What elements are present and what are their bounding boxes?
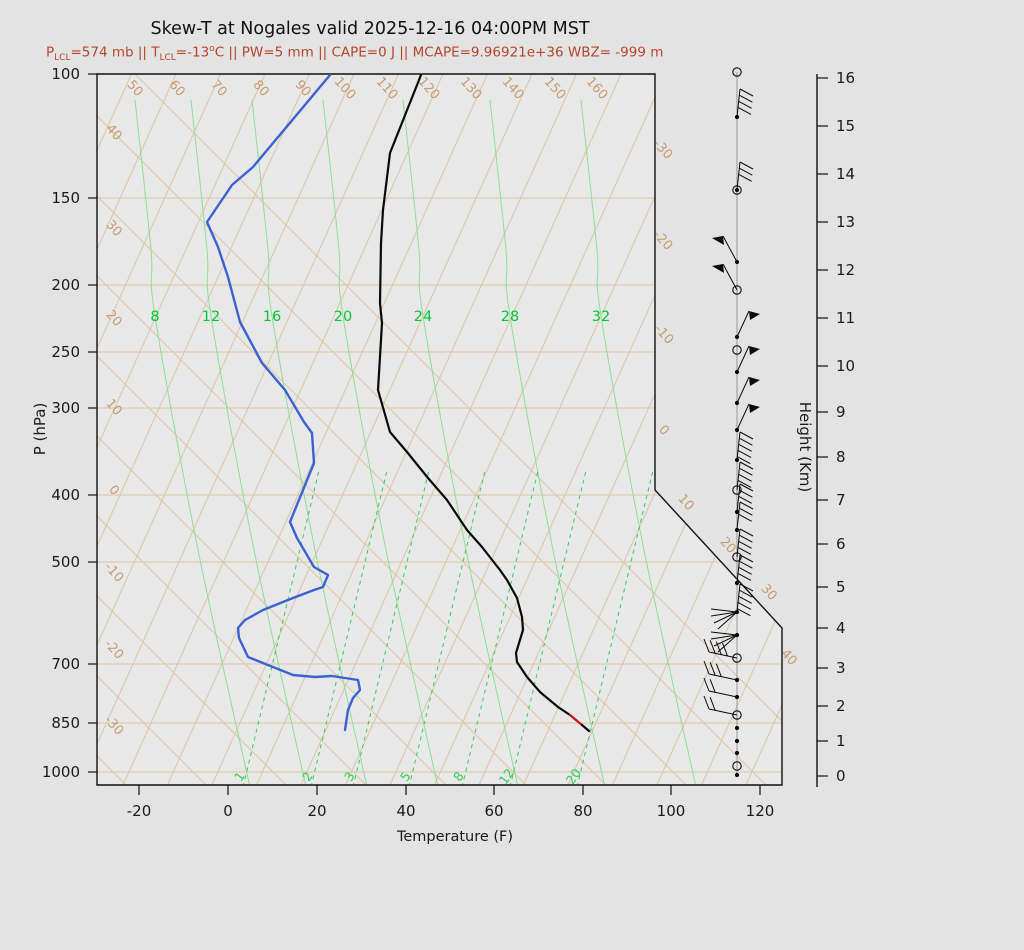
svg-text:100: 100 [51,65,80,83]
svg-text:12: 12 [836,261,855,279]
svg-text:16: 16 [836,69,855,87]
svg-text:Temperature (F): Temperature (F) [396,829,513,845]
wind-barb [734,310,760,340]
svg-text:32: 32 [592,309,610,325]
wind-barb [703,660,740,683]
moist-adiabat-labels: 8 12 16 20 24 28 32 [150,309,610,325]
svg-text:16: 16 [263,309,281,325]
svg-text:0: 0 [223,802,233,820]
svg-text:700: 700 [51,655,80,673]
svg-text:250: 250 [51,343,80,361]
svg-text:12: 12 [496,766,517,788]
svg-text:120: 120 [746,802,775,820]
mixing-ratio-lines [242,469,654,785]
wind-barb [734,772,740,778]
svg-text:40: 40 [396,802,415,820]
wind-barb [703,695,742,720]
svg-text:150: 150 [51,189,80,207]
svg-text:5: 5 [836,578,846,596]
svg-text:20: 20 [563,766,584,788]
svg-text:300: 300 [51,399,80,417]
svg-text:6: 6 [836,535,846,553]
svg-text:8: 8 [150,309,159,325]
svg-text:80: 80 [573,802,592,820]
svg-text:1000: 1000 [42,763,80,781]
svg-text:15: 15 [836,117,855,135]
moist-adiabat-lines [134,99,697,785]
wind-barb [712,235,740,265]
svg-text:200: 200 [51,276,80,294]
svg-text:30: 30 [757,581,779,603]
wind-barb [734,750,740,756]
wind-barb [732,161,754,195]
svg-text:0: 0 [655,423,672,439]
wind-barb [710,583,754,630]
svg-text:Height (Km): Height (Km) [796,402,814,493]
wind-barb [734,725,740,731]
wind-barb [732,67,742,77]
svg-text:100: 100 [657,802,686,820]
svg-text:1: 1 [836,732,846,750]
wind-barb [734,554,754,586]
wind-barbs [703,67,760,778]
wind-barb [732,761,742,771]
svg-text:2: 2 [836,697,846,715]
svg-text:60: 60 [484,802,503,820]
svg-text:400: 400 [51,486,80,504]
plot-frame [96,73,783,786]
svg-text:28: 28 [501,309,519,325]
wind-barb [734,376,760,406]
wind-barb [703,638,742,663]
svg-text:-20: -20 [127,802,152,820]
wind-barb [734,431,754,465]
svg-text:850: 850 [51,714,80,732]
svg-text:12: 12 [202,309,220,325]
temperature-axis: -20 0 20 40 60 80 100 120 Temperature (F) [127,785,775,845]
wind-barb [732,461,754,495]
svg-text:11: 11 [836,309,855,327]
svg-text:P (hPa): P (hPa) [31,403,49,456]
svg-text:20: 20 [307,802,326,820]
wind-barb [734,483,754,515]
svg-text:10: 10 [836,357,855,375]
svg-text:8: 8 [836,448,846,466]
dewpoint-trace [205,73,362,732]
temperature-trace [376,73,591,733]
wind-barb [732,528,754,562]
svg-text:13: 13 [836,213,855,231]
wind-barb [703,677,740,700]
svg-text:24: 24 [414,309,432,325]
svg-text:500: 500 [51,553,80,571]
pressure-axis: 100 150 200 250 300 400 500 700 850 1000 P (hPa) [31,65,97,781]
svg-text:14: 14 [836,165,855,183]
svg-text:4: 4 [836,619,846,637]
wind-barb [734,345,760,375]
adiabat-gridlines [97,74,782,785]
svg-text:7: 7 [836,491,846,509]
wind-barb [734,738,740,744]
svg-text:9: 9 [836,403,846,421]
chart-subtitle: PLCL=574 mb || TLCL=-13oC || PW=5 mm || … [46,44,664,64]
wind-barb [712,263,742,295]
chart-title: Skew-T at Nogales valid 2025-12-16 04:00… [150,19,590,39]
svg-text:3: 3 [836,659,846,677]
wind-barb [732,345,742,355]
wind-barb [710,631,740,653]
plot-background [97,74,782,785]
svg-text:0: 0 [836,767,846,785]
svg-text:20: 20 [334,309,352,325]
svg-text:10: 10 [674,491,696,513]
wind-barb [734,501,754,533]
wind-barb [734,88,754,120]
wind-barb [734,403,760,433]
